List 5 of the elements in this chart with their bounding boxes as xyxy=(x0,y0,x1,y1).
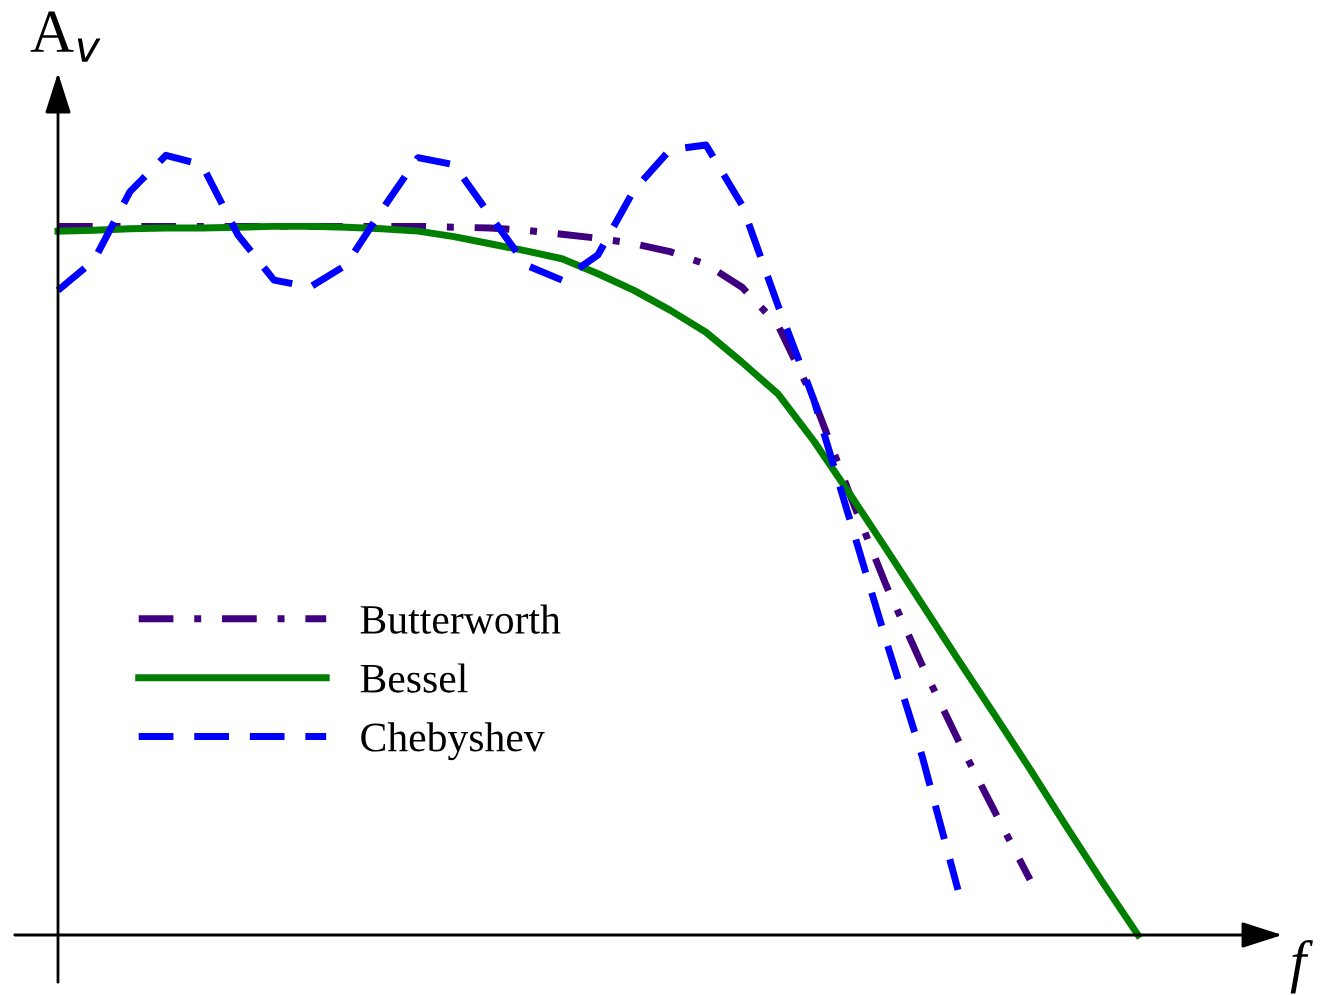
legend-label: Bessel xyxy=(360,663,468,693)
legend-label: Butterworth xyxy=(360,604,561,634)
y-axis-title: A$_{v}$ xyxy=(30,11,101,62)
x-axis-title: f xyxy=(1290,940,1313,994)
legend-label: Chebyshev xyxy=(361,722,545,761)
